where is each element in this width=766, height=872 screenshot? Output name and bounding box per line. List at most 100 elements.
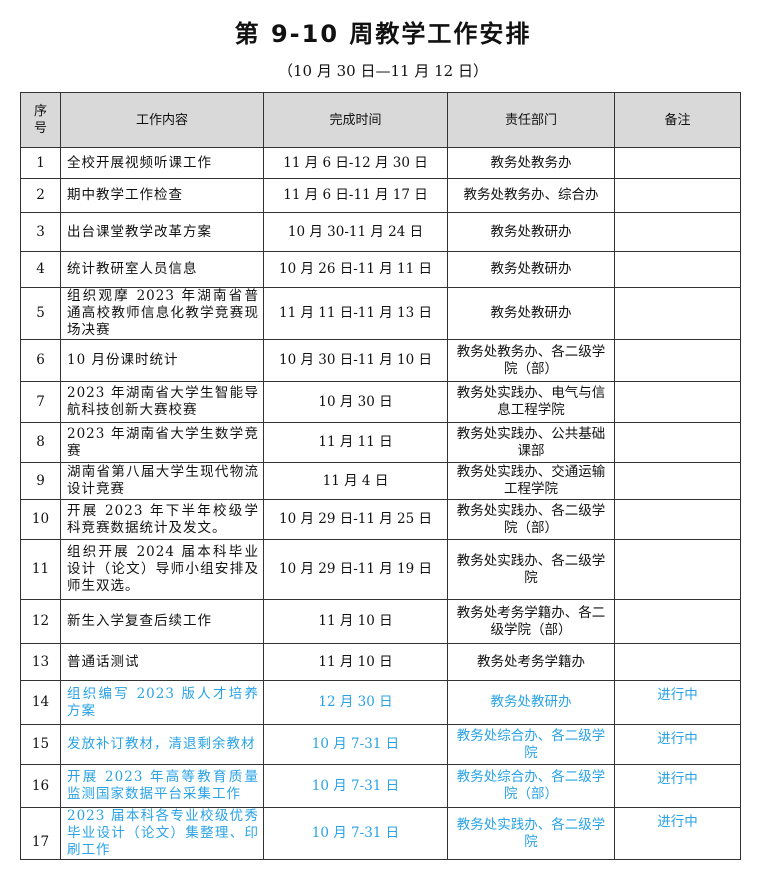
row-number: 12 [20, 599, 61, 644]
row-number: 13 [20, 643, 61, 681]
responsible-dept: 教务处综合办、各二级学院（部） [447, 764, 615, 808]
completion-time: 11 月 6 日-12 月 30 日 [263, 147, 448, 179]
responsible-dept: 教务处教研办 [447, 212, 615, 252]
table-row: 1 全校开展视频听课工作 11 月 6 日-12 月 30 日教务处教务办 [20, 147, 741, 179]
header-dept: 责任部门 [447, 92, 615, 148]
work-content: 湖南省第八届大学生现代物流设计竞赛 [60, 462, 264, 500]
completion-time: 11 月 10 日 [263, 599, 448, 644]
row-number: 3 [20, 212, 61, 252]
completion-time: 10 月 29 日-11 月 25 日 [263, 499, 448, 540]
row-number: 4 [20, 251, 61, 288]
completion-time: 10 月 7-31 日 [263, 724, 448, 765]
responsible-dept: 教务处综合办、各二级学院 [447, 724, 615, 765]
responsible-dept: 教务处实践办、各二级学院（部） [447, 499, 615, 540]
table-row: 13 普通话测试 11 月 10 日教务处考务学籍办 [20, 643, 741, 681]
remark: 进行中 [614, 680, 741, 725]
work-content: 新生入学复查后续工作 [60, 599, 264, 644]
work-content: 2023 年湖南省大学生数学竞赛 [60, 422, 264, 463]
table-row: 4 统计教研室人员信息 10 月 26 日-11 月 11 日教务处教研办 [20, 251, 741, 288]
completion-time: 11 月 4 日 [263, 462, 448, 500]
responsible-dept: 教务处教研办 [447, 287, 615, 340]
schedule-table: 序号 工作内容 完成时间 责任部门 备注 1 全校开展视频听课工作 11 月 6 日… [20, 92, 741, 860]
remark [614, 499, 741, 540]
responsible-dept: 教务处教务办、各二级学院（部） [447, 339, 615, 382]
work-content: 组织开展 2024 届本科毕业设计（论文）导师小组安排及师生双选。 [60, 539, 264, 600]
table-row: 8 2023 年湖南省大学生数学竞赛 11 月 11 日教务处实践办、公共基础课部 [20, 422, 741, 463]
work-content: 组织编写 2023 版人才培养方案 [60, 680, 264, 725]
table-row: 10 开展 2023 年下半年校级学科竞赛数据统计及发文。 10 月 29 日-11… [20, 499, 741, 540]
remark [614, 381, 741, 423]
remark: 进行中 [614, 724, 741, 765]
completion-time: 11 月 11 日 [263, 422, 448, 463]
row-number: 2 [20, 178, 61, 213]
completion-time: 10 月 29 日-11 月 19 日 [263, 539, 448, 600]
work-content: 2023 年湖南省大学生智能导航科技创新大赛校赛 [60, 381, 264, 423]
page-title: 第 9-10 周教学工作安排 [234, 20, 532, 48]
row-number: 15 [20, 724, 61, 765]
row-number: 16 [20, 764, 61, 808]
header-content: 工作内容 [60, 92, 264, 148]
work-content: 开展 2023 年高等教育质量监测国家数据平台采集工作 [60, 764, 264, 808]
responsible-dept: 教务处教务办、综合办 [447, 178, 615, 213]
responsible-dept: 教务处实践办、各二级学院 [447, 807, 615, 860]
remark [614, 287, 741, 340]
work-content: 开展 2023 年下半年校级学科竞赛数据统计及发文。 [60, 499, 264, 540]
remark: 进行中 [614, 807, 741, 860]
responsible-dept: 教务处教研办 [447, 680, 615, 725]
remark [614, 643, 741, 681]
responsible-dept: 教务处教研办 [447, 251, 615, 288]
row-number: 11 [20, 539, 61, 600]
remark: 进行中 [614, 764, 741, 808]
work-content: 普通话测试 [60, 643, 264, 681]
remark [614, 178, 741, 213]
work-content: 2023 届本科各专业校级优秀毕业设计（论文）集整理、印刷工作 [60, 807, 264, 860]
completion-time: 10 月 7-31 日 [263, 764, 448, 808]
remark [614, 212, 741, 252]
table-row: 5 组织观摩 2023 年湖南省普通高校教师信息化教学竞赛现场决赛 11 月 11 … [20, 287, 741, 340]
remark [614, 539, 741, 600]
responsible-dept: 教务处实践办、各二级学院 [447, 539, 615, 600]
work-content: 期中教学工作检查 [60, 178, 264, 213]
completion-time: 12 月 30 日 [263, 680, 448, 725]
header-note: 备注 [614, 92, 741, 148]
work-content: 统计教研室人员信息 [60, 251, 264, 288]
date-range-subtitle: （10 月 30 日—11 月 12 日） [278, 62, 488, 80]
header-no: 序号 [20, 92, 61, 148]
responsible-dept: 教务处实践办、公共基础课部 [447, 422, 615, 463]
responsible-dept: 教务处考务学籍办、各二级学院（部） [447, 599, 615, 644]
table-row: 14 组织编写 2023 版人才培养方案 12 月 30 日教务处教研办 进行中 [20, 680, 741, 725]
table-row: 3 出台课堂教学改革方案 10 月 30-11 月 24 日教务处教研办 [20, 212, 741, 252]
table-row: 17 2023 届本科各专业校级优秀毕业设计（论文）集整理、印刷工作 10 月 7-… [20, 807, 741, 860]
work-content: 全校开展视频听课工作 [60, 147, 264, 179]
table-row: 11 组织开展 2024 届本科毕业设计（论文）导师小组安排及师生双选。 10 月 … [20, 539, 741, 600]
completion-time: 11 月 10 日 [263, 643, 448, 681]
completion-time: 11 月 11 日-11 月 13 日 [263, 287, 448, 340]
remark [614, 422, 741, 463]
work-content: 10 月份课时统计 [60, 339, 264, 382]
table-header-row: 序号 工作内容 完成时间 责任部门 备注 [20, 92, 741, 148]
completion-time: 11 月 6 日-11 月 17 日 [263, 178, 448, 213]
row-number: 8 [20, 422, 61, 463]
work-content: 组织观摩 2023 年湖南省普通高校教师信息化教学竞赛现场决赛 [60, 287, 264, 340]
work-content: 出台课堂教学改革方案 [60, 212, 264, 252]
table-row: 9 湖南省第八届大学生现代物流设计竞赛 11 月 4 日教务处实践办、交通运输工程学… [20, 462, 741, 500]
row-number: 9 [20, 462, 61, 500]
row-number: 7 [20, 381, 61, 423]
header-time: 完成时间 [263, 92, 448, 148]
responsible-dept: 教务处考务学籍办 [447, 643, 615, 681]
remark [614, 462, 741, 500]
remark [614, 339, 741, 382]
responsible-dept: 教务处实践办、交通运输工程学院 [447, 462, 615, 500]
row-number: 5 [20, 287, 61, 340]
row-number: 17 [20, 807, 61, 860]
table-row: 15 发放补订教材，清退剩余教材 10 月 7-31 日教务处综合办、各二级学院 进行… [20, 724, 741, 765]
row-number: 10 [20, 499, 61, 540]
row-number: 14 [20, 680, 61, 725]
remark [614, 599, 741, 644]
table-row: 6 10 月份课时统计 10 月 30 日-11 月 10 日教务处教务办、各二级学… [20, 339, 741, 382]
completion-time: 10 月 30 日 [263, 381, 448, 423]
completion-time: 10 月 7-31 日 [263, 807, 448, 860]
responsible-dept: 教务处教务办 [447, 147, 615, 179]
table-row: 12 新生入学复查后续工作 11 月 10 日教务处考务学籍办、各二级学院（部） [20, 599, 741, 644]
remark [614, 147, 741, 179]
